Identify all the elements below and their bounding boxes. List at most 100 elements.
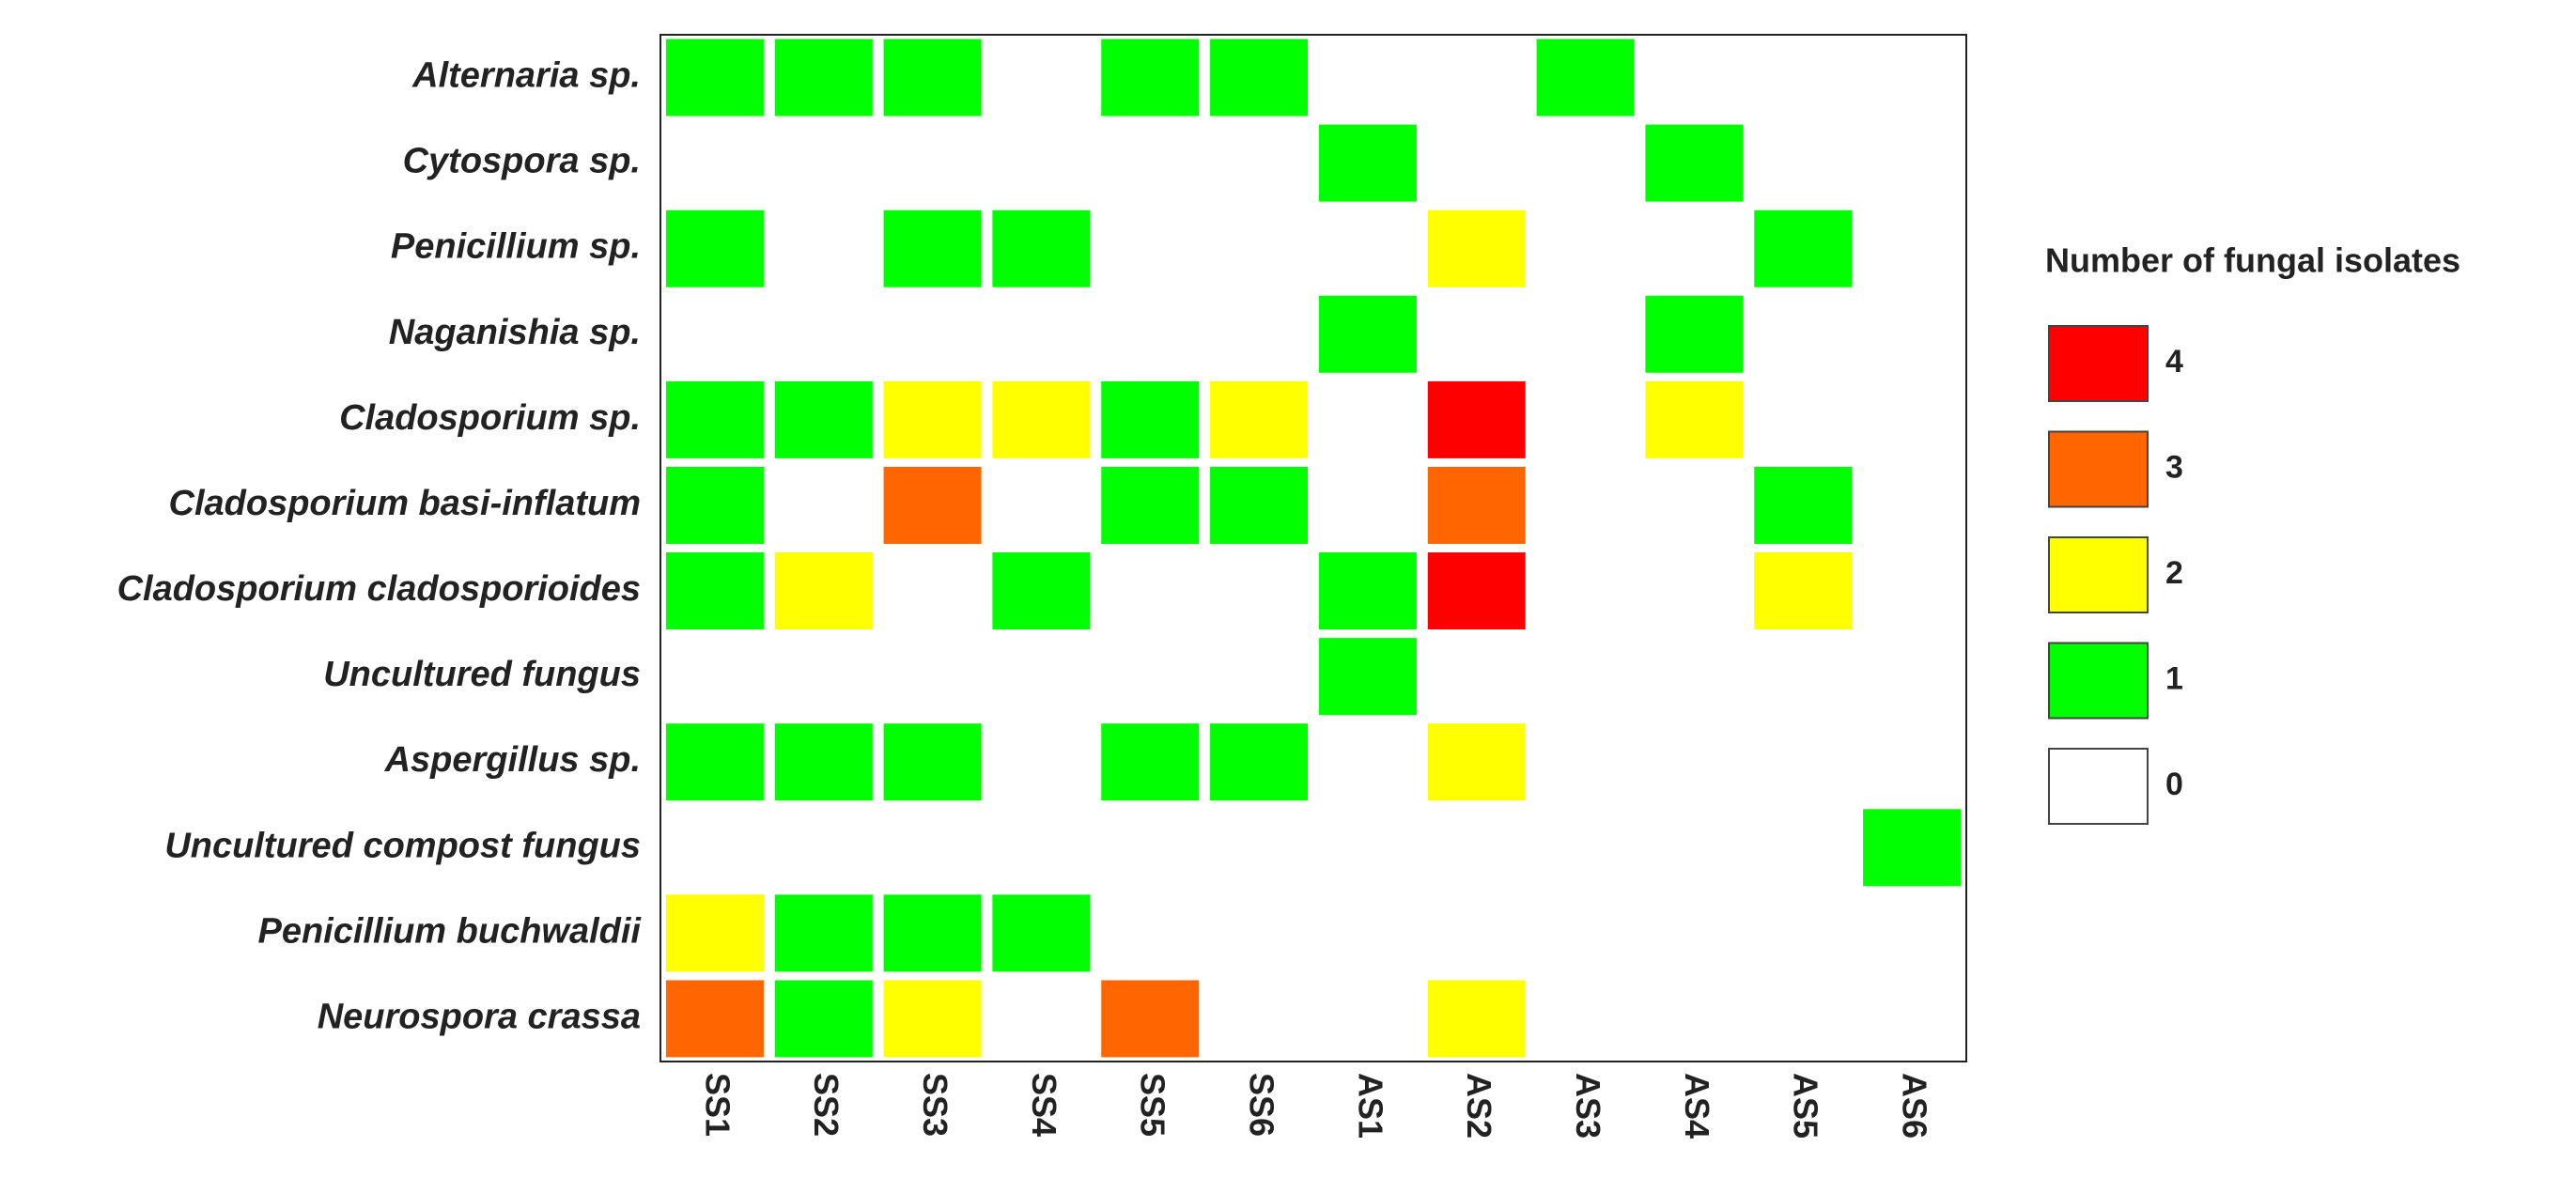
heat-cell [1754, 209, 1853, 287]
heat-cell [1754, 380, 1853, 458]
heat-cell [1754, 638, 1853, 716]
heat-cell [883, 466, 982, 544]
heat-cell [992, 980, 1091, 1058]
row-label: Cladosporium basi-inflatum [169, 484, 641, 523]
heat-cell [992, 552, 1091, 630]
heat-cell [774, 980, 873, 1058]
heat-cell [1645, 552, 1744, 630]
heat-cell [992, 809, 1091, 887]
heat-cell [1427, 124, 1526, 202]
heat-cell [1210, 638, 1309, 716]
legend-label: 3 [2165, 449, 2183, 485]
heat-cell [1427, 209, 1526, 287]
heat-cell [1318, 209, 1417, 287]
legend-label: 4 [2165, 344, 2183, 380]
heat-cell [1210, 124, 1309, 202]
heat-cell [992, 124, 1091, 202]
heat-cell [1427, 894, 1526, 972]
heat-cell [1863, 295, 1962, 373]
heat-cell [992, 39, 1091, 116]
heat-cell [992, 894, 1091, 972]
column-label: SS1 [698, 1073, 737, 1137]
column-label: AS2 [1460, 1073, 1498, 1139]
row-label: Penicillium buchwaldii [257, 911, 642, 951]
heat-cell [1536, 894, 1635, 972]
heat-cell [1318, 552, 1417, 630]
heat-cell [1863, 638, 1962, 716]
heat-cell [1536, 39, 1635, 116]
column-label: SS6 [1243, 1073, 1281, 1137]
heat-cell [992, 380, 1091, 458]
heat-cell [883, 39, 982, 116]
heat-cell [1754, 466, 1853, 544]
heat-cell [1318, 638, 1417, 716]
heat-cell [665, 124, 764, 202]
legend-swatch [2048, 430, 2149, 508]
plot-frame [660, 34, 1967, 1062]
heat-cell [774, 209, 873, 287]
heat-cell [1318, 39, 1417, 116]
heat-cell [1754, 552, 1853, 630]
heat-cell [883, 980, 982, 1058]
heat-cell [1427, 552, 1526, 630]
heat-cell [1754, 39, 1853, 116]
legend-label: 2 [2165, 555, 2183, 591]
heat-cell [1210, 466, 1309, 544]
heat-cell [1101, 980, 1200, 1058]
heat-cell [665, 723, 764, 801]
column-label: AS1 [1351, 1073, 1389, 1139]
heat-cell [1101, 894, 1200, 972]
heat-cell [1536, 124, 1635, 202]
heat-cell [1318, 723, 1417, 801]
heat-cell [883, 124, 982, 202]
heat-cell [665, 380, 764, 458]
heat-cell [1536, 980, 1635, 1058]
heat-cell [1536, 638, 1635, 716]
heat-cell [1427, 638, 1526, 716]
heat-cell [1536, 209, 1635, 287]
column-label: AS3 [1569, 1073, 1607, 1139]
heat-cell [1863, 124, 1962, 202]
heat-cell [1210, 295, 1309, 373]
row-label: Uncultured fungus [323, 655, 641, 694]
heat-cell [992, 466, 1091, 544]
heat-cell [1210, 552, 1309, 630]
heat-cell [1645, 723, 1744, 801]
heat-cell [774, 638, 873, 716]
heat-cell [1318, 894, 1417, 972]
heat-cell [1210, 809, 1309, 887]
heat-cell [1318, 809, 1417, 887]
heat-cell [774, 39, 873, 116]
heat-cell [883, 209, 982, 287]
heat-cell [1536, 809, 1635, 887]
heat-cell [883, 552, 982, 630]
heat-cell [1101, 552, 1200, 630]
heat-cell [665, 209, 764, 287]
heat-cell [883, 295, 982, 373]
heat-cell [1210, 209, 1309, 287]
heat-cell [1210, 894, 1309, 972]
legend-swatch [2048, 642, 2149, 720]
heat-cell [1101, 466, 1200, 544]
heat-cell [665, 466, 764, 544]
heat-cell [1101, 39, 1200, 116]
heat-cell [1863, 980, 1962, 1058]
heat-cell [1645, 809, 1744, 887]
heat-cell [1645, 39, 1744, 116]
heat-cell [1427, 466, 1526, 544]
heat-cell [1101, 295, 1200, 373]
heat-cell [774, 552, 873, 630]
heat-cell [774, 723, 873, 801]
heat-cell [883, 809, 982, 887]
heat-cell [1101, 638, 1200, 716]
heat-cell [1754, 980, 1853, 1058]
heat-cell [665, 638, 764, 716]
column-label: SS5 [1134, 1073, 1172, 1137]
heat-cell [1863, 894, 1962, 972]
heat-cell [992, 638, 1091, 716]
heat-cell [1863, 209, 1962, 287]
heat-cell [1754, 894, 1853, 972]
row-label: Naganishia sp. [389, 313, 641, 352]
